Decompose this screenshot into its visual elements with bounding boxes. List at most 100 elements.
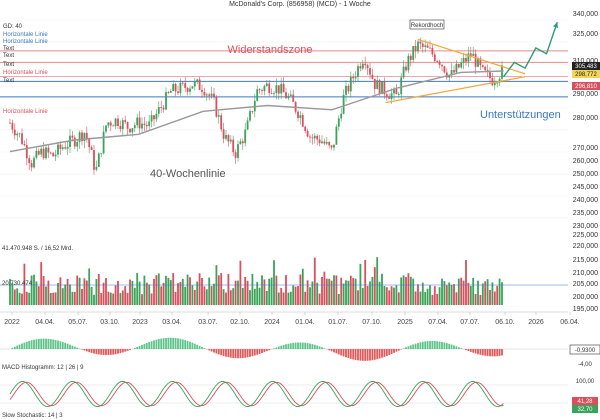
macd-bar <box>133 347 136 349</box>
volume-bar <box>472 277 475 305</box>
volume-bar <box>85 280 88 305</box>
candle-body <box>441 64 443 67</box>
volume-bar <box>227 273 230 305</box>
macd-bar <box>457 347 460 349</box>
volume-bar <box>177 283 179 305</box>
candle-body <box>450 70 453 76</box>
volume-bar <box>126 292 129 305</box>
resistance-label: Widerstandszone <box>228 44 313 56</box>
volume-bar <box>133 287 136 305</box>
volume-bar <box>359 263 362 305</box>
candle-body <box>486 70 489 72</box>
stoch-k-line <box>9 380 504 408</box>
macd-bar <box>361 349 364 361</box>
candle-body <box>270 93 273 94</box>
volume-bar <box>383 285 386 305</box>
volume-bar <box>390 286 393 305</box>
candle-body <box>229 139 232 142</box>
macd-label: MACD Histogramm: 12 | 26 | 9 <box>2 365 84 371</box>
volume-bar <box>484 281 487 305</box>
candle-body <box>30 163 33 168</box>
macd-bar <box>47 338 50 349</box>
macd-bar <box>229 349 232 358</box>
candle-body <box>160 107 163 108</box>
time-tick: 03.07. <box>198 319 218 326</box>
candle-body <box>321 141 323 144</box>
candle-body <box>345 85 347 95</box>
volume-bar <box>28 292 31 305</box>
macd-bar <box>395 349 398 352</box>
volume-bar <box>191 285 194 305</box>
candle-body <box>436 60 439 62</box>
volume-bar <box>88 268 91 305</box>
macd-bar <box>421 341 424 349</box>
macd-bar <box>191 342 194 349</box>
candle-body <box>165 92 167 110</box>
macd-bar <box>244 349 247 358</box>
left-label: Text <box>3 62 14 68</box>
volume-bar <box>102 282 105 305</box>
macd-bar <box>340 349 343 356</box>
ma40-line <box>9 70 504 153</box>
price-tick: 290,000 <box>573 91 598 98</box>
price-tick: 210,000 <box>573 270 598 277</box>
triangle-pattern <box>385 38 526 104</box>
candle-body <box>225 135 227 139</box>
volume-bar <box>11 283 14 305</box>
stoch-scale-top: 100,00 <box>576 379 595 385</box>
volume-bar <box>105 278 107 305</box>
macd-bar <box>227 349 230 358</box>
candle-body <box>287 95 290 99</box>
time-tick: 2022 <box>4 319 20 326</box>
chart-title: McDonald's Corp. (856958) (MCD) - 1 Woch… <box>229 1 371 8</box>
macd-bar <box>352 349 355 360</box>
macd-bar <box>474 349 477 354</box>
volume-bar <box>313 257 316 305</box>
volume-bar <box>114 285 117 305</box>
macd-bar <box>174 338 177 349</box>
macd-bar <box>83 349 86 351</box>
volume-bar <box>258 287 261 305</box>
candle-body <box>347 85 350 92</box>
volume-bar <box>445 285 448 305</box>
macd-bar <box>42 338 45 349</box>
volume-bar <box>64 284 67 305</box>
macd-bar <box>129 349 131 350</box>
left-label: Horizontale Linie <box>3 109 48 115</box>
volume-bar <box>436 293 439 305</box>
volume-bar <box>251 273 254 305</box>
candle-body <box>258 89 261 91</box>
volume-bar <box>325 278 328 305</box>
macd-bar <box>330 349 333 352</box>
volume-bar <box>400 277 403 305</box>
candle-body <box>277 85 280 94</box>
macd-bar <box>177 338 179 349</box>
price-marker-bg <box>572 82 600 90</box>
macd-bar <box>225 349 227 357</box>
volume-bar <box>136 273 139 305</box>
volume-label: 41.470.948 S. / 16,52 Mrd. <box>2 246 73 252</box>
macd-bar <box>35 339 38 349</box>
macd-bar <box>102 349 105 355</box>
candle-body <box>453 70 455 73</box>
macd-bar <box>309 343 311 349</box>
candle-body <box>457 63 460 68</box>
macd-bar <box>251 349 254 357</box>
candle-body <box>241 141 244 144</box>
candle-body <box>64 147 67 149</box>
candle-body <box>364 63 367 66</box>
macd-bar <box>189 341 191 349</box>
volume-bar <box>395 285 398 305</box>
macd-bar <box>443 342 446 349</box>
stoch-value1-box <box>572 397 598 405</box>
macd-bar <box>213 349 215 353</box>
price-marker-bg <box>572 70 600 78</box>
candle-body <box>124 120 127 123</box>
time-axis: 2022 04.04. 05.07. 03.10. 2023 03.04. 03.07. 02… <box>4 312 580 326</box>
rekordhoch-box <box>409 19 445 30</box>
candle-body <box>376 80 379 90</box>
volume-bar <box>145 282 148 305</box>
candle-body <box>73 137 76 147</box>
volume-bar <box>474 293 477 305</box>
volume-bar <box>13 289 16 305</box>
